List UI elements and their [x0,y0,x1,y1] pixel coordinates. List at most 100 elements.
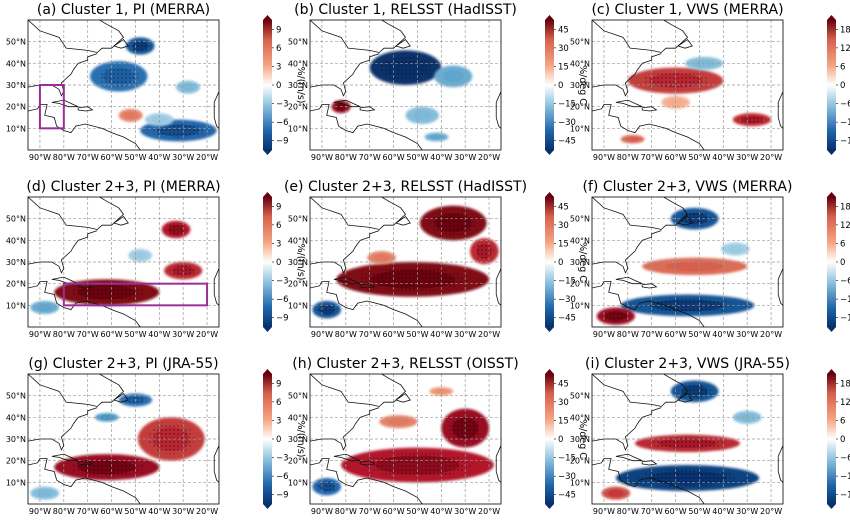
colorbar-tick-label: −3 [276,277,289,287]
significance-stippling [169,264,197,277]
lon-tick-label: 40°W [148,153,170,162]
anomaly-core [607,489,624,497]
colorbar-tick-label: −18 [840,314,850,324]
lon-tick-label: 30°W [172,507,194,516]
panel-title: (g) Cluster 2+3, PI (JRA-55) [28,356,218,372]
colorbar-tick-label: −45 [558,314,576,324]
colorbar-tick-label: −6 [276,295,289,305]
lon-tick-label: 50°W [688,330,710,339]
colorbar-tick-label: −9 [276,314,289,324]
lon-tick-label: 90°W [311,153,333,162]
panel-frame [27,373,220,505]
colorbar-tick-label: 15 [558,416,569,426]
lat-tick-label: 40°N [288,59,308,68]
significance-stippling [165,223,187,236]
significance-stippling [359,267,467,292]
lat-tick-label: 50°N [288,215,308,224]
panel-i: (i) Cluster 2+3, VWS (JRA-55) 10°N 20°N 30°… [570,356,850,516]
lon-tick-label: 80°W [53,330,75,339]
coastline [213,268,219,319]
panel-h: (h) Cluster 2+3, RELSST (OISST) 10°N 20°N 3… [288,356,588,516]
lon-tick-label: 70°W [77,507,99,516]
lon-tick-label: 40°W [712,330,734,339]
coastline [641,106,658,112]
lon-tick-label: 20°W [196,507,218,516]
anomaly-core [36,303,53,312]
lon-tick-label: 20°W [196,153,218,162]
lat-tick-label: 10°N [6,301,26,310]
lon-tick-label: 70°W [641,507,663,516]
significance-stippling [602,310,630,323]
panel-frame [591,196,784,328]
lon-tick-label: 20°W [478,507,500,516]
lat-tick-label: 20°N [288,280,308,289]
coastline [615,453,643,462]
colorbar-tick-label: 30 [558,44,569,54]
coastline [28,407,98,451]
lon-tick-label: 80°W [617,507,639,516]
colorbar-tick-label: −6 [276,118,289,128]
lon-tick-label: 50°W [688,153,710,162]
anomaly-core [36,489,53,497]
colorbar-label: %/(m/s) [295,243,306,280]
colorbar-extend-top [263,369,272,374]
lat-tick-label: 10°N [6,478,26,487]
colorbar-label: %/(m/s) [295,420,306,457]
lon-tick-label: 20°W [760,153,782,162]
colorbar-tick-label: 6 [840,62,845,72]
lon-tick-label: 20°W [196,330,218,339]
colorbar-extend-top [263,192,272,197]
panel-frame [27,196,220,328]
panel-frame [591,19,784,151]
lat-tick-label: 30°N [570,81,590,90]
panel-frame [591,373,784,505]
anomaly-core [429,134,444,140]
anomaly-core [181,83,195,91]
colorbar-tick-label: −30 [558,118,576,128]
lon-tick-label: 80°W [335,507,357,516]
lat-tick-label: 40°N [6,59,26,68]
coastline [310,20,407,53]
colorbar-extend-bottom [827,150,836,155]
lat-tick-label: 20°N [6,280,26,289]
colorbar-extend-top [545,192,554,197]
coastline [28,20,125,53]
anomaly-core [442,70,464,83]
lon-tick-label: 30°W [736,507,758,516]
lat-tick-label: 10°N [570,478,590,487]
lon-tick-label: 90°W [311,507,333,516]
lat-tick-label: 30°N [288,258,308,267]
significance-stippling [738,115,766,125]
lon-tick-label: 30°W [454,507,476,516]
coastline [310,374,407,407]
lon-tick-label: 80°W [53,507,75,516]
colorbar-tick-label: −18 [840,491,850,501]
lon-tick-label: 40°W [430,330,452,339]
coastline [592,53,662,97]
lon-tick-label: 40°W [712,507,734,516]
lon-tick-label: 90°W [593,507,615,516]
colorbar-tick-label: 15 [558,239,569,249]
lat-tick-label: 20°N [570,103,590,112]
coastline [28,230,98,274]
colorbar-tick-label: 3 [276,239,281,249]
coastline [213,91,219,142]
coastline [310,230,380,274]
lon-tick-label: 40°W [148,507,170,516]
lon-tick-label: 40°W [712,153,734,162]
lat-tick-label: 40°N [288,236,308,245]
colorbar-tick-label: 18 [840,379,850,389]
lat-tick-label: 40°N [570,59,590,68]
colorbar [263,20,272,150]
panel-f: (f) Cluster 2+3, VWS (MERRA) 10°N 20°N 30°N… [570,179,850,339]
lon-tick-label: 60°W [665,507,687,516]
panel-a: (a) Cluster 1, PI (MERRA) 10°N 20°N 30°N 40°… [6,2,306,162]
significance-stippling [98,65,139,87]
anomaly-core [665,261,724,272]
lon-tick-label: 70°W [641,153,663,162]
colorbar-tick-label: −18 [840,137,850,147]
panel-title: (a) Cluster 1, PI (MERRA) [37,2,210,18]
lat-tick-label: 30°N [6,81,26,90]
lon-tick-label: 60°W [665,330,687,339]
colorbar-tick-label: −12 [840,472,850,482]
